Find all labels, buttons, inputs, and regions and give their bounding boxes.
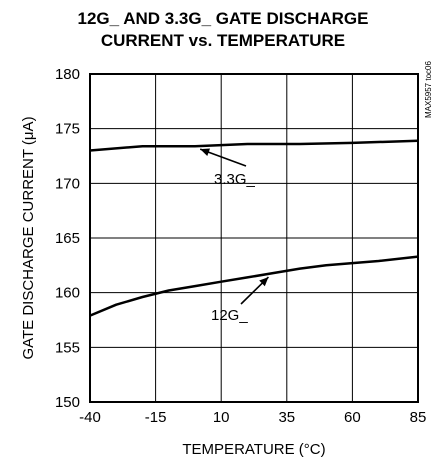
annotation-label-12g: 12G_ [211, 307, 248, 324]
title-line-1: 12G_ AND 3.3G_ GATE DISCHARGE [77, 9, 369, 28]
annotation-arrow-3v3 [199, 148, 247, 167]
series-line-12g [89, 255, 419, 317]
y-tick-label: 150 [55, 394, 80, 411]
title-line-2: CURRENT vs. TEMPERATURE [100, 31, 346, 50]
x-tick-label: 60 [344, 409, 361, 426]
series-layer [89, 139, 419, 317]
x-tick-label: 35 [278, 409, 295, 426]
plot-frame [89, 73, 419, 403]
annotations: 3.3G_ 12G_ [199, 148, 269, 324]
y-tick-label: 165 [55, 230, 80, 247]
series-line-33g [89, 139, 419, 152]
y-axis-label: GATE DISCHARGE CURRENT (μA) [20, 116, 37, 359]
x-tick-label: -40 [79, 409, 101, 426]
y-tick-label: 180 [55, 66, 80, 83]
grid [89, 73, 419, 403]
y-tick-label: 160 [55, 285, 80, 302]
tick-labels: -40 -15 10 35 60 85 150 155 160 165 170 175 180 [55, 66, 426, 426]
y-tick-label: 155 [55, 339, 80, 356]
x-tick-label: 85 [410, 409, 427, 426]
x-tick-label: 10 [213, 409, 230, 426]
x-tick-label: -15 [145, 409, 167, 426]
y-tick-label: 170 [55, 175, 80, 192]
chart-id-watermark: MAX5957 toc06 [424, 61, 433, 118]
y-tick-label: 175 [55, 121, 80, 138]
annotation-label-3v3: 3.3G_ [214, 171, 256, 188]
chart-title: 12G_ AND 3.3G_ GATE DISCHARGE CURRENT vs… [0, 8, 446, 52]
annotation-arrow-12g [240, 276, 269, 305]
x-axis-label: TEMPERATURE (°C) [182, 441, 325, 458]
